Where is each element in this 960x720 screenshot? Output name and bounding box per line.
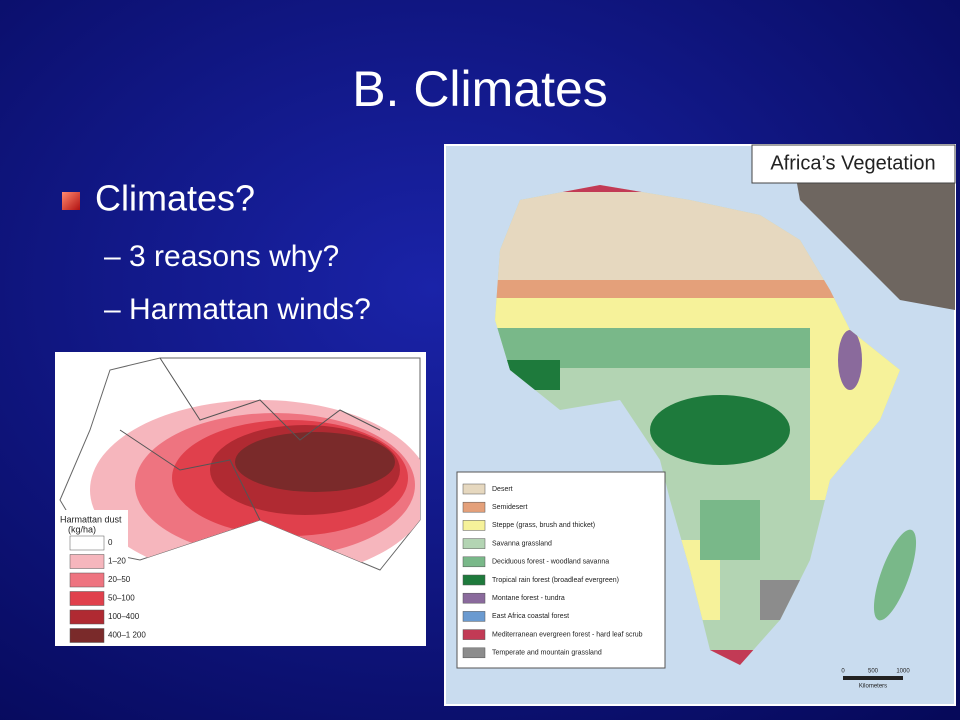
sub-bullet-text: 3 reasons why? xyxy=(129,240,339,273)
scale-line xyxy=(843,676,903,680)
dust-zones xyxy=(90,400,420,570)
legend-unit: (kg/ha) xyxy=(68,524,96,534)
legend-swatch xyxy=(69,591,105,606)
legend-label: Montane forest - tundra xyxy=(492,595,565,602)
map-title-box xyxy=(751,144,956,184)
scale-unit: Kilometers xyxy=(859,684,887,690)
legend-box xyxy=(456,471,666,669)
madagascar xyxy=(873,529,917,621)
legend-label: Mediterranean evergreen forest - hard le… xyxy=(492,631,643,638)
legend-swatch xyxy=(69,628,105,643)
scale-label: 0 xyxy=(841,669,845,675)
legend-label: Steppe (grass, brush and thicket) xyxy=(492,522,595,529)
sub-bullet: – 3 reasons why? xyxy=(104,240,339,273)
slide-title: B. Climates xyxy=(352,61,608,117)
bullet: Climates? xyxy=(95,178,255,219)
legend-swatch xyxy=(462,611,486,622)
legend-label: 1–20 xyxy=(108,557,126,566)
legend-swatch xyxy=(462,501,486,513)
legend-label: 100–400 xyxy=(108,612,140,621)
legend-label: Tropical rain forest (broadleaf evergree… xyxy=(492,577,619,584)
legend-swatch xyxy=(69,572,105,588)
legend-swatch xyxy=(462,592,486,604)
legend-title: Harmattan dust xyxy=(60,514,122,524)
scale-bar: 0 500 1000 Kilometers xyxy=(841,669,910,690)
legend-swatch xyxy=(69,535,105,551)
legend-swatch xyxy=(462,483,486,495)
legend-label: 400–1 200 xyxy=(108,631,146,640)
legend-label: 0 xyxy=(108,538,113,547)
scale-label: 500 xyxy=(868,669,879,675)
sub-bullet-text: Harmattan winds? xyxy=(129,293,371,326)
legend-swatch xyxy=(462,538,486,549)
map-title: Africa’s Vegetation xyxy=(770,152,935,174)
legend: 0 1–20 20–50 50–100 100–400 400–1 200 xyxy=(69,535,146,643)
legend-swatch xyxy=(462,556,486,568)
scale-label: 1000 xyxy=(896,669,910,675)
legend-swatch xyxy=(462,629,486,640)
vegetation-map: Africa’s Vegetation Desert Semidesert Step… xyxy=(444,144,956,706)
legend-swatch xyxy=(462,574,486,586)
legend: Desert Semidesert Steppe (grass, brush and… xyxy=(462,483,643,659)
legend-label: 20–50 xyxy=(108,575,131,584)
sub-bullet: – Harmattan winds? xyxy=(104,293,371,326)
harmattan-map: Harmattan dust (kg/ha) 0 1–20 20–50 50–100 1… xyxy=(55,352,426,646)
legend-label: Temperate and mountain grassland xyxy=(492,650,602,657)
legend-label: Savanna grassland xyxy=(492,540,552,547)
legend-label: Deciduous forest - woodland savanna xyxy=(492,559,609,566)
legend-swatch xyxy=(462,647,486,659)
legend-label: 50–100 xyxy=(108,594,135,603)
legend-label: Semidesert xyxy=(492,504,527,511)
borders xyxy=(119,357,381,521)
legend-label: Desert xyxy=(492,486,513,493)
legend-label: East Africa coastal forest xyxy=(492,613,569,620)
legend-swatch xyxy=(69,554,105,569)
arabia xyxy=(790,145,955,310)
legend-swatch xyxy=(462,520,486,531)
bullet-icon xyxy=(62,192,80,210)
legend-swatch xyxy=(69,609,105,625)
